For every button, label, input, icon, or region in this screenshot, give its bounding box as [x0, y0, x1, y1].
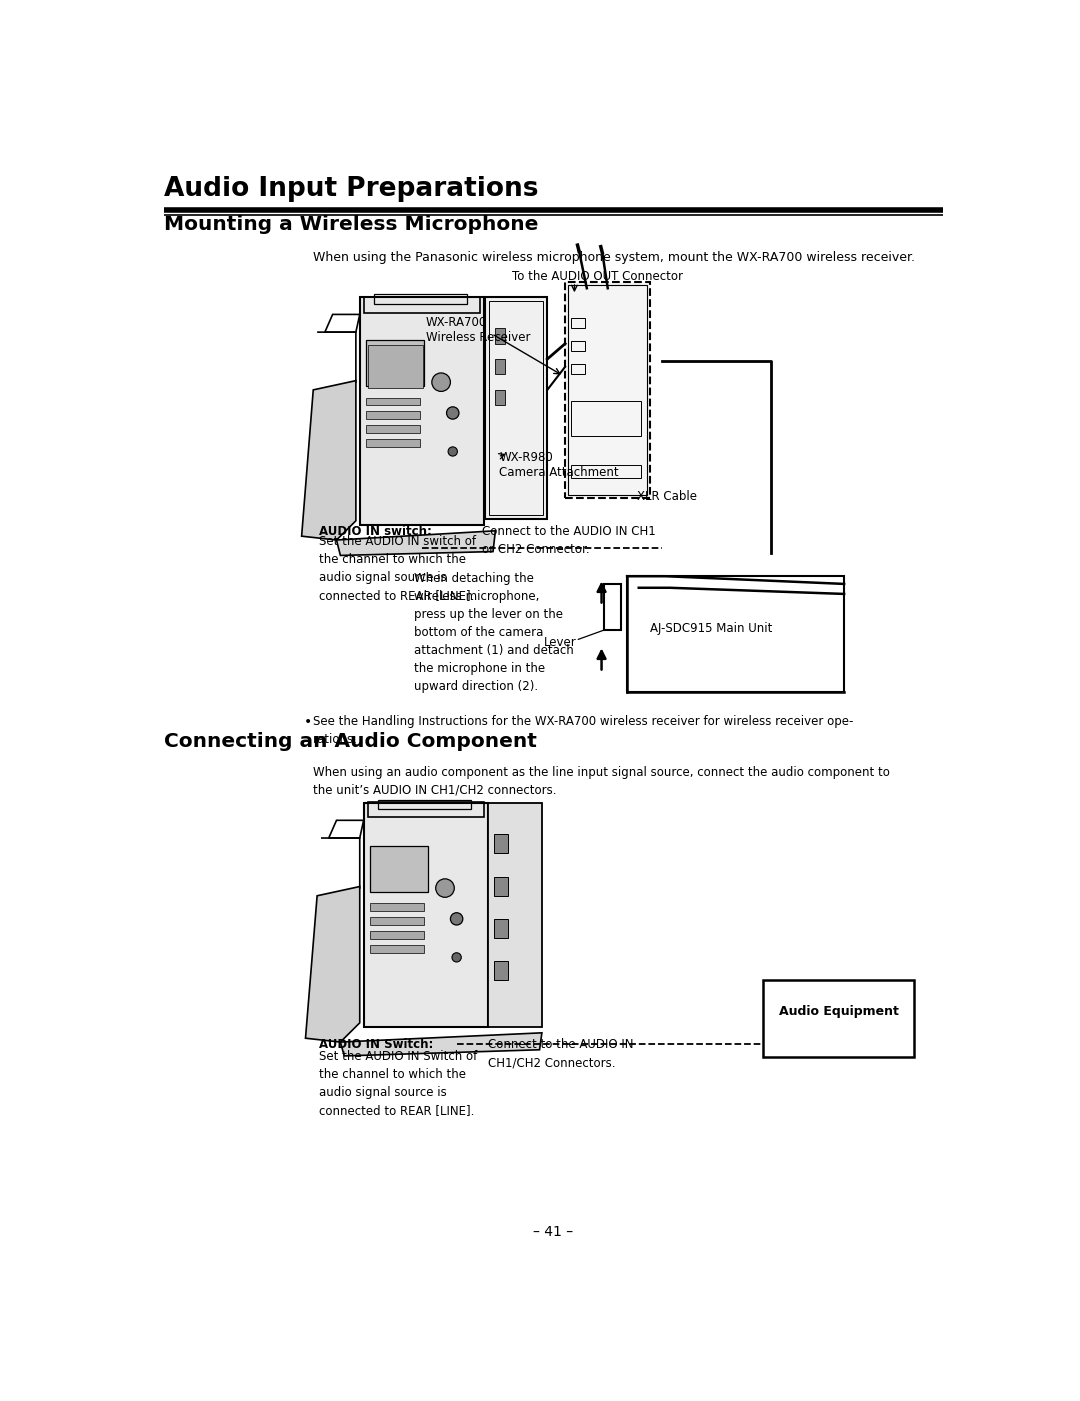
Text: AUDIO IN Switch:: AUDIO IN Switch:: [320, 1038, 434, 1051]
Bar: [604, 584, 621, 630]
Bar: [495, 359, 505, 374]
Text: AUDIO IN switch:: AUDIO IN switch:: [320, 524, 432, 538]
Bar: [367, 801, 484, 817]
Circle shape: [450, 912, 463, 925]
Bar: [571, 364, 585, 374]
Bar: [366, 412, 420, 419]
Bar: [378, 800, 471, 808]
Text: When using the Panasonic wireless microphone system, mount the WX-RA700 wireless: When using the Panasonic wireless microp…: [313, 251, 915, 265]
Bar: [366, 398, 420, 405]
Bar: [366, 439, 420, 447]
Bar: [369, 932, 424, 939]
Text: To the AUDIO OUT Connector: To the AUDIO OUT Connector: [512, 270, 684, 283]
Text: Connect to the AUDIO IN
CH1/CH2 Connectors.: Connect to the AUDIO IN CH1/CH2 Connecto…: [488, 1038, 633, 1069]
Bar: [364, 803, 488, 1027]
Bar: [571, 402, 642, 436]
Text: Set the AUDIO IN switch of
the channel to which the
audio signal source is
conne: Set the AUDIO IN switch of the channel t…: [320, 535, 476, 602]
Text: Audio Equipment: Audio Equipment: [779, 1005, 899, 1017]
Text: Connecting an Audio Component: Connecting an Audio Component: [164, 733, 538, 751]
Text: – 41 –: – 41 –: [534, 1224, 573, 1238]
Bar: [495, 389, 505, 405]
Bar: [360, 297, 484, 524]
Bar: [565, 282, 650, 497]
Text: See the Handling Instructions for the WX-RA700 wireless receiver for wireless re: See the Handling Instructions for the WX…: [313, 715, 853, 745]
Text: Mounting a Wireless Microphone: Mounting a Wireless Microphone: [164, 214, 539, 234]
Text: Lever: Lever: [544, 636, 577, 649]
Bar: [369, 904, 424, 911]
Bar: [366, 426, 420, 433]
Bar: [571, 465, 642, 478]
Bar: [568, 286, 647, 495]
Text: Set the AUDIO IN Switch of
the channel to which the
audio signal source is
conne: Set the AUDIO IN Switch of the channel t…: [320, 1049, 477, 1117]
Bar: [489, 301, 543, 516]
Text: WX-RA700
Wireless Receiver: WX-RA700 Wireless Receiver: [426, 317, 530, 345]
Bar: [494, 919, 508, 939]
Bar: [369, 946, 424, 953]
Circle shape: [432, 373, 450, 391]
Bar: [369, 846, 428, 892]
Bar: [571, 340, 585, 352]
Bar: [627, 576, 845, 692]
Circle shape: [448, 447, 458, 457]
Polygon shape: [306, 887, 360, 1042]
Polygon shape: [301, 381, 356, 539]
Bar: [366, 340, 424, 387]
Bar: [369, 918, 424, 925]
Bar: [367, 345, 422, 388]
Bar: [494, 961, 508, 981]
Text: •: •: [303, 715, 312, 729]
Text: When detaching the
wireless microphone,
press up the lever on the
bottom of the : When detaching the wireless microphone, …: [414, 573, 573, 693]
Bar: [762, 981, 914, 1058]
Polygon shape: [340, 1033, 542, 1056]
Text: XLR Cable: XLR Cable: [637, 490, 698, 503]
Circle shape: [446, 406, 459, 419]
Text: AJ-SDC915 Main Unit: AJ-SDC915 Main Unit: [650, 622, 773, 636]
Text: Audio Input Preparations: Audio Input Preparations: [164, 177, 539, 202]
Text: When using an audio component as the line input signal source, connect the audio: When using an audio component as the lin…: [313, 765, 890, 797]
Circle shape: [451, 953, 461, 962]
Bar: [364, 297, 480, 312]
Text: WX-R980
Camera Attachment: WX-R980 Camera Attachment: [499, 451, 619, 479]
Bar: [374, 294, 467, 304]
Circle shape: [435, 878, 455, 897]
Bar: [494, 877, 508, 895]
Bar: [571, 318, 585, 328]
Bar: [495, 328, 505, 343]
Bar: [488, 803, 542, 1027]
Bar: [485, 297, 548, 520]
Bar: [494, 834, 508, 853]
Polygon shape: [337, 531, 496, 555]
Text: Connect to the AUDIO IN CH1
or CH2 Connector.: Connect to the AUDIO IN CH1 or CH2 Conne…: [482, 524, 656, 556]
